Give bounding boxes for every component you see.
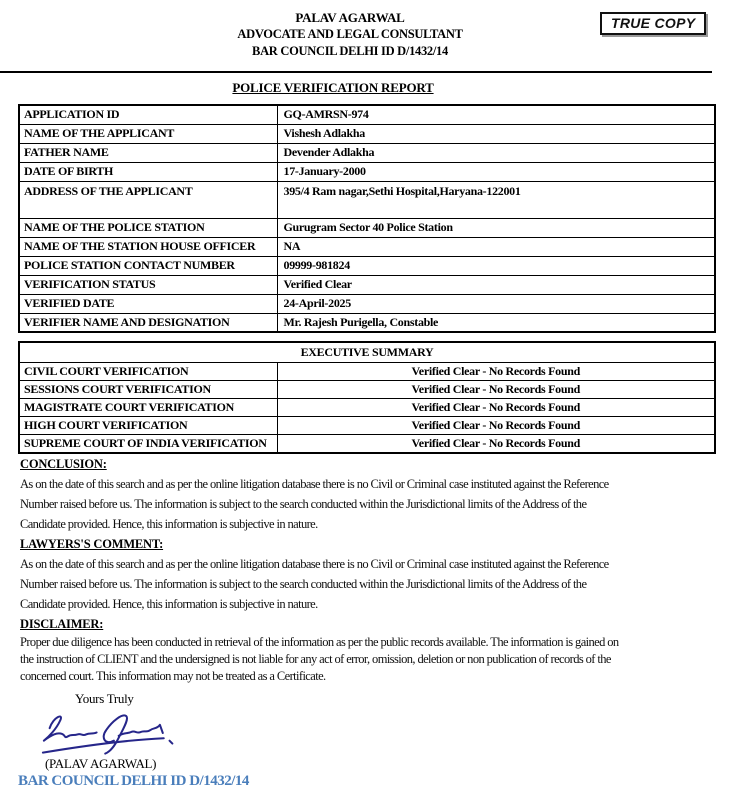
field-label: VERIFIED DATE <box>18 293 278 314</box>
header-rule <box>0 71 712 73</box>
letterhead-name: PALAV AGARWAL <box>295 10 405 25</box>
table-row: EXECUTIVE SUMMARY <box>18 341 716 363</box>
field-value: Gurugram Sector 40 Police Station <box>276 217 716 238</box>
executive-summary-table: EXECUTIVE SUMMARY CIVIL COURT VERIFICATI… <box>18 341 717 454</box>
summary-value: Verified Clear - No Records Found <box>276 415 716 435</box>
summary-value: Verified Clear - No Records Found <box>276 361 716 381</box>
field-value: 24-April-2025 <box>276 293 716 314</box>
field-value: 09999-981824 <box>276 255 716 276</box>
section-body: As on the date of this search and as per… <box>20 476 609 531</box>
letterhead: PALAV AGARWAL ADVOCATE AND LEGAL CONSULT… <box>0 0 700 60</box>
field-value: GQ-AMRSN-974 <box>276 104 716 125</box>
section-body: Proper due diligence has been conducted … <box>20 634 619 683</box>
section-body: As on the date of this search and as per… <box>20 556 609 611</box>
field-label: NAME OF THE APPLICANT <box>18 123 278 144</box>
summary-label: MAGISTRATE COURT VERIFICATION <box>18 397 278 417</box>
table-row: VERIFIED DATE 24-April-2025 <box>18 293 716 314</box>
letterhead-bar-id: BAR COUNCIL DELHI ID D/1432/14 <box>252 44 448 58</box>
summary-label: SESSIONS COURT VERIFICATION <box>18 379 278 399</box>
executive-summary-title: EXECUTIVE SUMMARY <box>18 341 716 363</box>
summary-row: SESSIONS COURT VERIFICATION Verified Clea… <box>18 379 716 399</box>
letterhead-subtitle: ADVOCATE AND LEGAL CONSULTANT <box>237 27 463 41</box>
field-label: DATE OF BIRTH <box>18 161 278 182</box>
page-title: POLICE VERIFICATION REPORT <box>232 80 434 95</box>
field-value: NA <box>276 236 716 257</box>
field-value: Mr. Rajesh Purigella, Constable <box>276 312 716 333</box>
field-value: 395/4 Ram nagar,Sethi Hospital,Haryana-1… <box>276 180 716 219</box>
section-heading: DISCLAIMER: <box>20 616 104 631</box>
summary-value: Verified Clear - No Records Found <box>276 379 716 399</box>
summary-row: CIVIL COURT VERIFICATION Verified Clear -… <box>18 361 716 381</box>
table-row: NAME OF THE APPLICANT Vishesh Adlakha <box>18 123 716 144</box>
field-label: NAME OF THE POLICE STATION <box>18 217 278 238</box>
table-row: NAME OF THE POLICE STATION Gurugram Secto… <box>18 217 716 238</box>
table-row: ADDRESS OF THE APPLICANT 395/4 Ram nagar,… <box>18 180 716 219</box>
table-row: DATE OF BIRTH 17-January-2000 <box>18 161 716 182</box>
summary-value: Verified Clear - No Records Found <box>276 397 716 417</box>
title-row: POLICE VERIFICATION REPORT <box>0 79 683 97</box>
table-row: FATHER NAME Devender Adlakha <box>18 142 716 163</box>
applicant-details-table: APPLICATION ID GQ-AMRSN-974 NAME OF THE A… <box>18 104 716 333</box>
footer-bar-council-id: BAR COUNCIL DELHI ID D/1432/14 <box>18 772 249 789</box>
summary-value: Verified Clear - No Records Found <box>276 433 716 453</box>
summary-label: CIVIL COURT VERIFICATION <box>18 361 278 381</box>
summary-row: SUPREME COURT OF INDIA VERIFICATION Verif… <box>18 433 716 453</box>
field-value: Vishesh Adlakha <box>276 123 716 144</box>
field-label: VERIFICATION STATUS <box>18 274 278 295</box>
field-label: FATHER NAME <box>18 142 278 163</box>
summary-row: MAGISTRATE COURT VERIFICATION Verified Cl… <box>18 397 716 417</box>
field-label: POLICE STATION CONTACT NUMBER <box>18 255 278 276</box>
table-row: APPLICATION ID GQ-AMRSN-974 <box>18 104 716 125</box>
field-label: APPLICATION ID <box>18 104 278 125</box>
field-value: Verified Clear <box>276 274 716 295</box>
field-label: NAME OF THE STATION HOUSE OFFICER <box>18 236 278 257</box>
true-copy-stamp: TRUE COPY <box>600 12 707 35</box>
summary-label: HIGH COURT VERIFICATION <box>18 415 278 435</box>
summary-label: SUPREME COURT OF INDIA VERIFICATION <box>18 433 278 453</box>
summary-row: HIGH COURT VERIFICATION Verified Clear - … <box>18 415 716 435</box>
handwritten-signature <box>41 713 174 755</box>
section-disclaimer: DISCLAIMER: Proper due diligence has bee… <box>20 617 724 685</box>
field-label: ADDRESS OF THE APPLICANT <box>18 180 278 219</box>
table-row: VERIFIER NAME AND DESIGNATION Mr. Rajesh … <box>18 312 716 333</box>
section-conclusion: CONCLUSION: As on the date of this searc… <box>20 457 724 534</box>
section-heading: LAWYERS'S COMMENT: <box>20 536 164 551</box>
section-lawyers-comment: LAWYERS'S COMMENT: As on the date of thi… <box>20 537 724 614</box>
table-row: POLICE STATION CONTACT NUMBER 09999-98182… <box>18 255 716 276</box>
closing-salutation: Yours Truly <box>75 690 134 706</box>
table-row: NAME OF THE STATION HOUSE OFFICER NA <box>18 236 716 257</box>
field-value: Devender Adlakha <box>276 142 716 163</box>
field-value: 17-January-2000 <box>276 161 716 182</box>
signatory-name: (PALAV AGARWAL) <box>45 755 157 771</box>
section-heading: CONCLUSION: <box>20 456 107 471</box>
table-row: VERIFICATION STATUS Verified Clear <box>18 274 716 295</box>
field-label: VERIFIER NAME AND DESIGNATION <box>18 312 278 333</box>
